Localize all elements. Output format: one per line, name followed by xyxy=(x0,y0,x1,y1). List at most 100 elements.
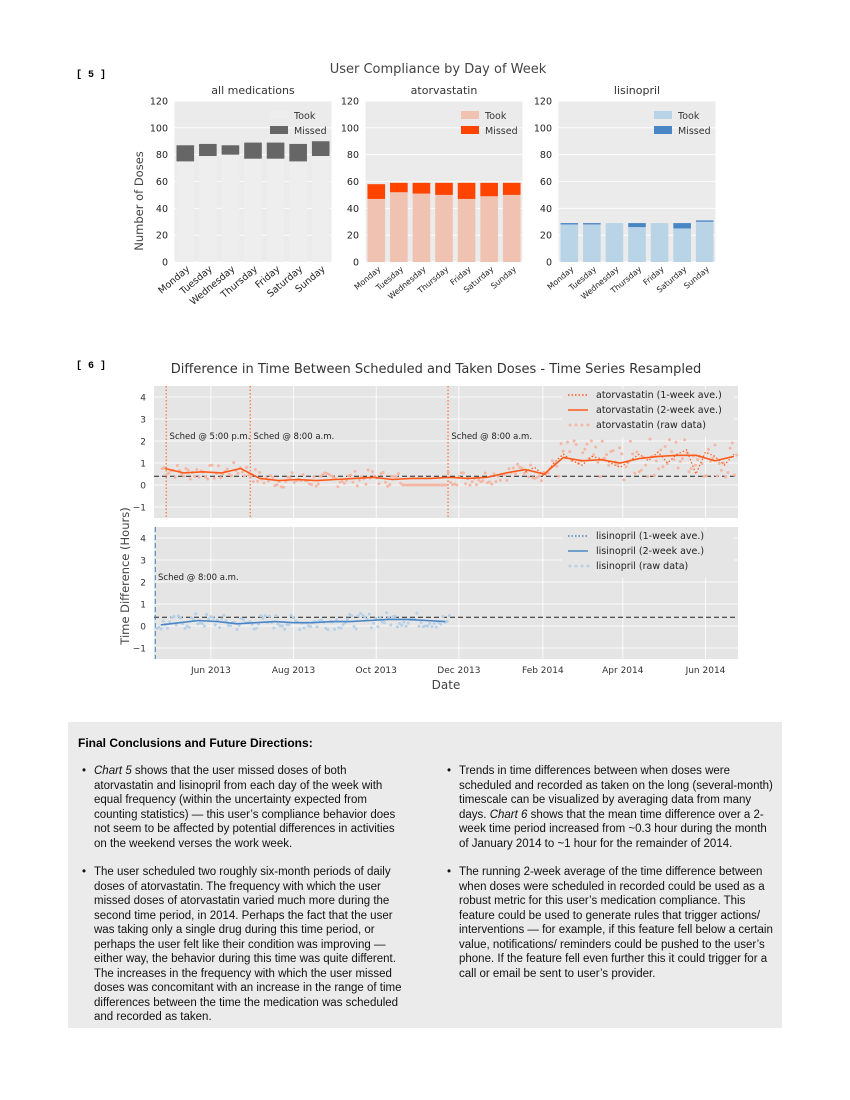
raw-data-point xyxy=(336,485,340,489)
bar-missed xyxy=(695,220,714,222)
raw-data-point xyxy=(272,626,276,630)
raw-data-point xyxy=(561,449,565,453)
raw-data-point xyxy=(438,483,442,487)
legend-box xyxy=(562,530,734,578)
raw-data-point xyxy=(249,474,253,478)
raw-data-point xyxy=(367,612,371,616)
raw-data-point xyxy=(337,626,341,630)
y-tick-label: 60 xyxy=(540,177,552,188)
raw-data-point xyxy=(514,472,518,476)
bar-took xyxy=(605,223,624,262)
bar-took xyxy=(244,158,262,262)
raw-data-point xyxy=(415,611,419,615)
raw-data-point xyxy=(393,614,397,618)
bar-missed xyxy=(502,182,521,195)
legend-marker xyxy=(586,564,590,568)
raw-data-point xyxy=(540,479,544,483)
raw-data-point xyxy=(342,481,346,485)
raw-data-point xyxy=(344,479,348,483)
raw-data-point xyxy=(363,615,367,619)
raw-data-point xyxy=(262,481,266,485)
raw-data-point xyxy=(607,463,611,467)
raw-data-point xyxy=(329,474,333,478)
raw-data-point xyxy=(637,470,641,474)
raw-data-point xyxy=(414,483,418,487)
raw-data-point xyxy=(516,462,520,466)
raw-data-point xyxy=(379,472,383,476)
conclusion-text: The running 2-week average of the time d… xyxy=(459,866,773,980)
bar-missed xyxy=(367,184,386,199)
raw-data-point xyxy=(361,614,365,618)
legend-label: atorvastatin (raw data) xyxy=(596,420,706,431)
raw-data-point xyxy=(464,482,468,486)
legend-marker xyxy=(574,423,578,427)
bar-took xyxy=(176,161,195,262)
legend-box xyxy=(562,389,734,437)
raw-data-point xyxy=(339,626,343,630)
raw-data-point xyxy=(555,464,559,468)
raw-data-point xyxy=(399,481,403,485)
y-tick-label: 20 xyxy=(156,231,168,242)
y-tick-label: −1 xyxy=(133,645,146,655)
raw-data-point xyxy=(319,618,323,622)
x-tick-label: Sunday xyxy=(489,264,518,290)
y-tick-label: 40 xyxy=(347,204,359,215)
raw-data-point xyxy=(402,620,406,624)
raw-data-point xyxy=(648,437,652,441)
raw-data-point xyxy=(728,446,732,450)
raw-data-point xyxy=(378,616,382,620)
raw-data-point xyxy=(433,483,437,487)
raw-data-point xyxy=(441,615,445,619)
raw-data-point xyxy=(369,626,373,630)
raw-data-point xyxy=(494,480,498,484)
x-tick-label: Oct 2013 xyxy=(356,666,397,676)
legend-label: atorvastatin (1-week ave.) xyxy=(596,390,722,401)
raw-data-point xyxy=(389,623,393,627)
raw-data-point xyxy=(381,470,385,474)
raw-data-point xyxy=(216,464,220,468)
raw-data-point xyxy=(183,626,187,630)
raw-data-point xyxy=(432,622,436,626)
raw-data-point xyxy=(435,483,439,487)
legend-label-took: Took xyxy=(293,111,316,122)
raw-data-point xyxy=(312,475,316,479)
x-tick-label: Dec 2013 xyxy=(437,666,480,676)
raw-data-point xyxy=(285,623,289,627)
raw-data-point xyxy=(412,483,416,487)
raw-data-point xyxy=(448,480,452,484)
raw-data-point xyxy=(404,624,408,628)
conclusion-bullet: Chart 5 shows that the user missed doses… xyxy=(82,764,408,851)
bar-missed xyxy=(311,141,330,157)
raw-data-point xyxy=(711,456,715,460)
raw-data-point xyxy=(717,462,721,466)
bar-took xyxy=(221,154,240,262)
raw-data-point xyxy=(605,453,609,457)
raw-data-point xyxy=(188,477,192,481)
raw-data-point xyxy=(254,626,258,630)
raw-data-point xyxy=(267,614,271,618)
raw-data-point xyxy=(161,619,165,623)
figure-6-label: [ 6 ] xyxy=(76,361,107,372)
raw-data-point xyxy=(680,457,684,461)
raw-data-point xyxy=(405,483,409,487)
raw-data-point xyxy=(483,471,487,475)
raw-data-point xyxy=(428,621,432,625)
y-axis-label: Time Difference (Hours) xyxy=(118,507,132,645)
bar-took xyxy=(266,158,285,262)
conclusion-bullet: The user scheduled two roughly six-month… xyxy=(82,865,408,1025)
conclusions-left-column: Chart 5 shows that the user missed doses… xyxy=(78,764,408,1039)
raw-data-point xyxy=(212,476,216,480)
raw-data-point xyxy=(439,622,443,626)
conclusion-bullet: Trends in time differences between when … xyxy=(447,764,773,851)
raw-data-point xyxy=(596,460,600,464)
raw-data-point xyxy=(427,483,431,487)
legend-label-took: Took xyxy=(484,111,507,122)
raw-data-point xyxy=(276,622,280,626)
raw-data-point xyxy=(492,472,496,476)
bar-took xyxy=(480,196,498,262)
legend-marker xyxy=(568,423,572,427)
raw-data-point xyxy=(430,625,434,629)
chart-5-title: User Compliance by Day of Week xyxy=(330,62,547,77)
raw-data-point xyxy=(377,482,381,486)
subplot-title: all medications xyxy=(211,84,295,97)
